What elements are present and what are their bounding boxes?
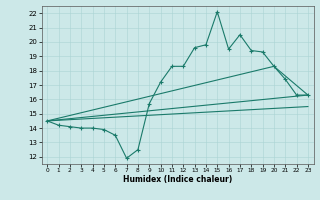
X-axis label: Humidex (Indice chaleur): Humidex (Indice chaleur) — [123, 175, 232, 184]
